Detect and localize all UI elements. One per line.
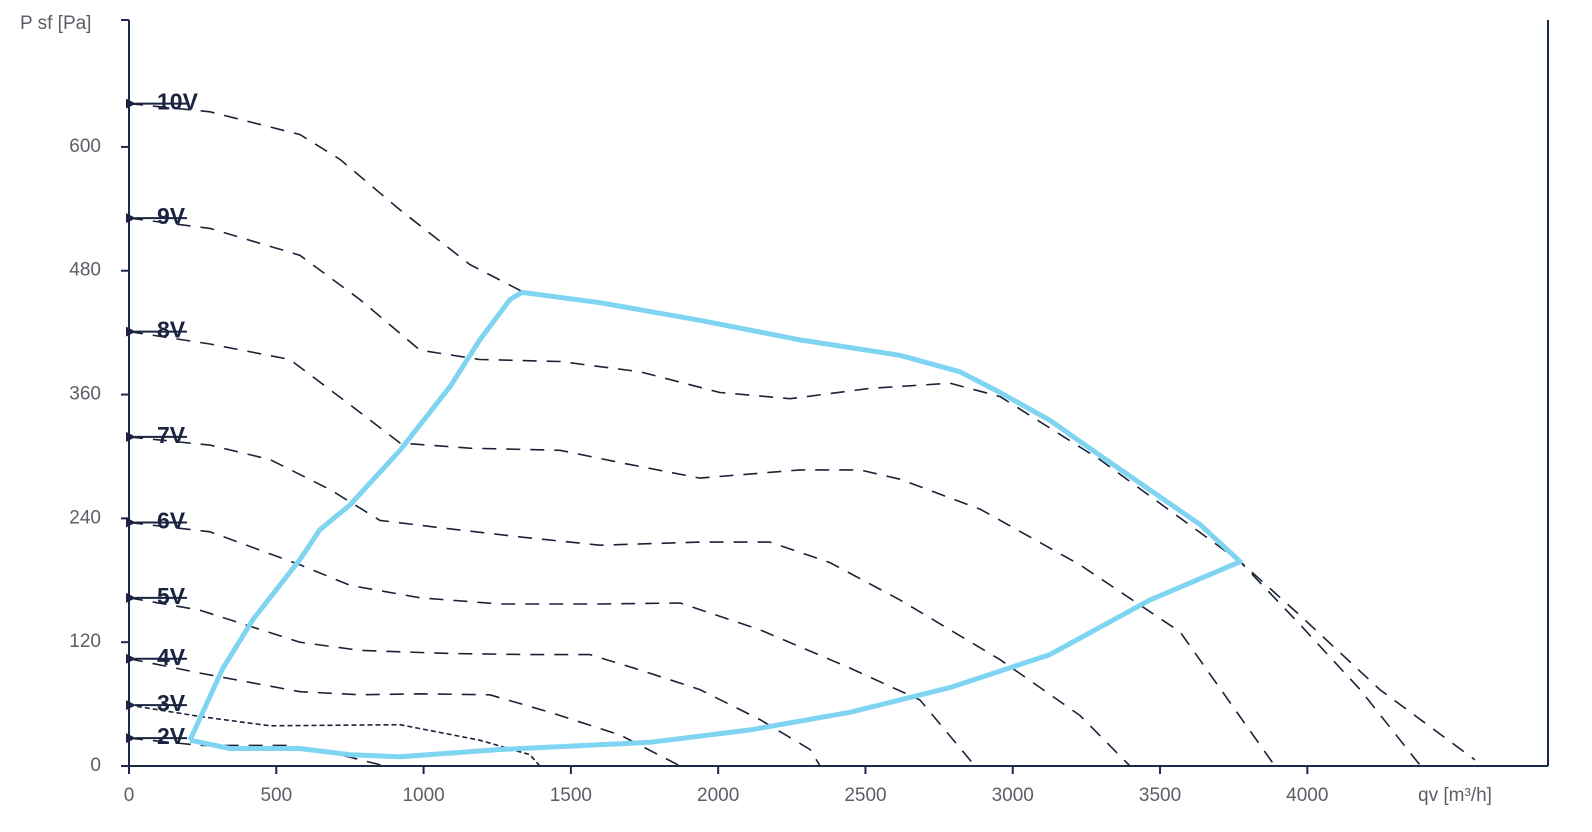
x-tick-label: 2500 [844,785,886,806]
x-tick-label: 500 [260,785,292,806]
y-tick-label: 240 [69,507,101,528]
series-label: 10V [157,89,199,115]
y-tick-label: 600 [69,136,101,157]
y-tick-label: 360 [69,384,101,405]
series-label: 8V [157,317,186,343]
voltage-curve [128,657,681,767]
y-tick-label: 0 [90,755,101,776]
series-label: 7V [157,422,186,448]
envelope [187,289,1243,760]
x-tick-label: 2000 [697,785,739,806]
x-tick-label: 1000 [402,785,444,806]
x-axis-label: qv [m³/h] [1418,785,1492,806]
series-label: 2V [157,723,186,749]
y-tick-label: 480 [69,260,101,281]
y-axis-label: P sf [Pa] [20,13,91,34]
series-label: 3V [157,690,186,716]
x-tick-label: 4000 [1286,785,1328,806]
series-label: 9V [157,203,186,229]
x-tick-label: 3500 [1139,785,1181,806]
voltage-curve [128,217,1421,766]
voltage-curve [128,597,821,767]
voltage-curve [128,436,1131,767]
voltage-curve [128,737,386,767]
voltage-curve [128,330,1276,767]
voltage-curve [128,704,541,767]
series-label: 6V [157,508,186,534]
x-tick-label: 3000 [992,785,1034,806]
series-label: 5V [157,583,186,609]
y-tick-label: 120 [69,631,101,652]
x-tick-label: 1500 [550,785,592,806]
series-label: 4V [157,644,186,670]
voltage-curve [128,102,1476,761]
x-tick-label: 0 [124,785,135,806]
voltage-curve [128,521,976,767]
